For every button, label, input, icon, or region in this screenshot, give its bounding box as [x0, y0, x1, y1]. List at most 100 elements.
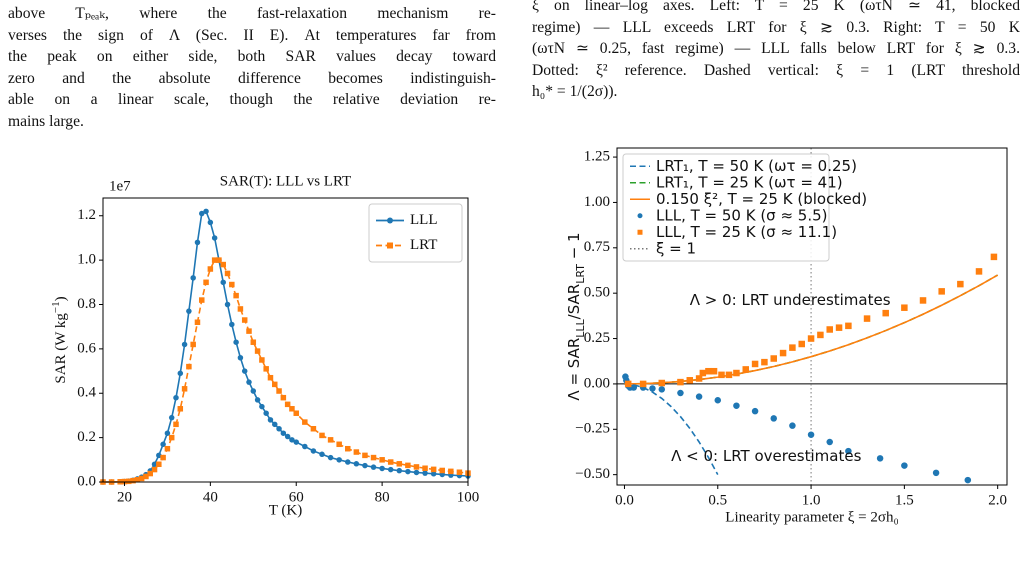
marker [362, 452, 368, 459]
marker [319, 451, 325, 458]
marker [439, 467, 445, 474]
legend-box [622, 153, 830, 262]
marker [272, 421, 278, 428]
marker [160, 454, 166, 461]
marker [826, 438, 833, 446]
legend-marker [387, 242, 393, 249]
marker [327, 437, 334, 443]
legend-label: 0.150 ξ², T = 25 K (blocked) [656, 190, 867, 208]
marker [267, 417, 274, 423]
marker [826, 326, 833, 333]
y-tick-label: 0.00 [584, 375, 610, 391]
marker [250, 339, 257, 345]
marker [742, 366, 750, 373]
marker [733, 369, 740, 377]
marker [405, 462, 411, 469]
y-tick-label: −0.50 [575, 466, 610, 482]
legend-label: LLL, T = 50 K (σ ≈ 5.5) [656, 206, 828, 224]
marker [686, 377, 694, 384]
annotation: Λ > 0: LRT underestimates [690, 291, 891, 309]
marker [845, 322, 852, 330]
legend-label: ξ = 1 [656, 239, 696, 257]
marker [203, 208, 209, 215]
marker [263, 366, 269, 372]
legend-label: LLL, T = 25 K (σ ≈ 11.1) [656, 223, 837, 241]
marker [302, 443, 308, 450]
marker [779, 349, 787, 357]
marker [695, 375, 703, 382]
marker [705, 367, 712, 375]
legend-label: LLL [410, 212, 438, 228]
y-axis-label: Λ = SARLLL/SARLRT − 1 [565, 232, 587, 400]
marker [448, 468, 454, 475]
marker [254, 397, 261, 403]
marker [207, 219, 214, 226]
marker [289, 406, 295, 412]
marker [138, 475, 145, 482]
marker [246, 379, 252, 385]
marker [267, 374, 274, 381]
y-tick-label: 1.0 [77, 252, 96, 268]
marker [126, 478, 132, 485]
marker [938, 288, 945, 295]
marker [151, 461, 158, 467]
y-tick-label: 1.2 [77, 207, 96, 223]
marker [624, 380, 632, 388]
marker [751, 360, 759, 368]
marker [199, 297, 205, 303]
marker [957, 280, 964, 288]
marker [725, 371, 733, 379]
marker [147, 470, 153, 477]
x-tick-label: 2.0 [988, 492, 1007, 508]
marker [168, 414, 175, 421]
marker [211, 257, 218, 263]
x-tick-label: 40 [203, 489, 218, 505]
x-axis-label: Linearity parameter ξ = 2σh₀ [725, 509, 898, 525]
x-tick-label: 0.5 [708, 492, 727, 508]
marker [649, 385, 656, 392]
marker [345, 459, 351, 465]
marker [246, 328, 252, 334]
marker [237, 355, 244, 361]
x-tick-label: 20 [117, 489, 132, 505]
marker [413, 464, 420, 470]
marker [714, 397, 722, 404]
marker [770, 355, 777, 362]
y-tick-label: 0.50 [584, 285, 610, 301]
marker [310, 448, 317, 454]
y-tick-label: −0.25 [575, 421, 610, 437]
marker [798, 340, 805, 348]
y-tick-label: 0.4 [77, 385, 96, 401]
marker [229, 281, 235, 288]
y-axis-label-part: ) [53, 296, 69, 301]
marker [379, 457, 385, 463]
marker [284, 433, 291, 440]
legend-label: LRT₁, T = 50 K (ωτ = 0.25) [656, 157, 857, 175]
marker [224, 270, 231, 277]
series-line [624, 383, 719, 476]
marker [160, 441, 166, 448]
y-tick-label: 0.0 [77, 473, 96, 489]
marker [280, 430, 287, 436]
x-tick-label: 0.0 [615, 492, 634, 508]
marker [835, 324, 843, 331]
marker [422, 470, 428, 476]
marker [327, 454, 334, 461]
x-tick-label: 100 [457, 489, 480, 505]
marker [254, 348, 261, 354]
marker [130, 477, 136, 484]
legend-label: LRT₁, T = 25 K (ωτ = 41) [656, 173, 843, 191]
x-axis-label: T (K) [269, 502, 302, 518]
marker [156, 452, 162, 459]
marker [396, 467, 403, 474]
x-tick-label: 60 [289, 489, 304, 505]
marker [353, 461, 360, 467]
marker [630, 384, 638, 391]
marker [207, 266, 214, 272]
x-tick-label: 1.0 [802, 492, 821, 508]
annotation: Λ < 0: LRT overestimates [671, 447, 861, 465]
y-tick-label: 0.8 [77, 296, 96, 312]
marker [194, 239, 201, 246]
marker [134, 477, 141, 483]
